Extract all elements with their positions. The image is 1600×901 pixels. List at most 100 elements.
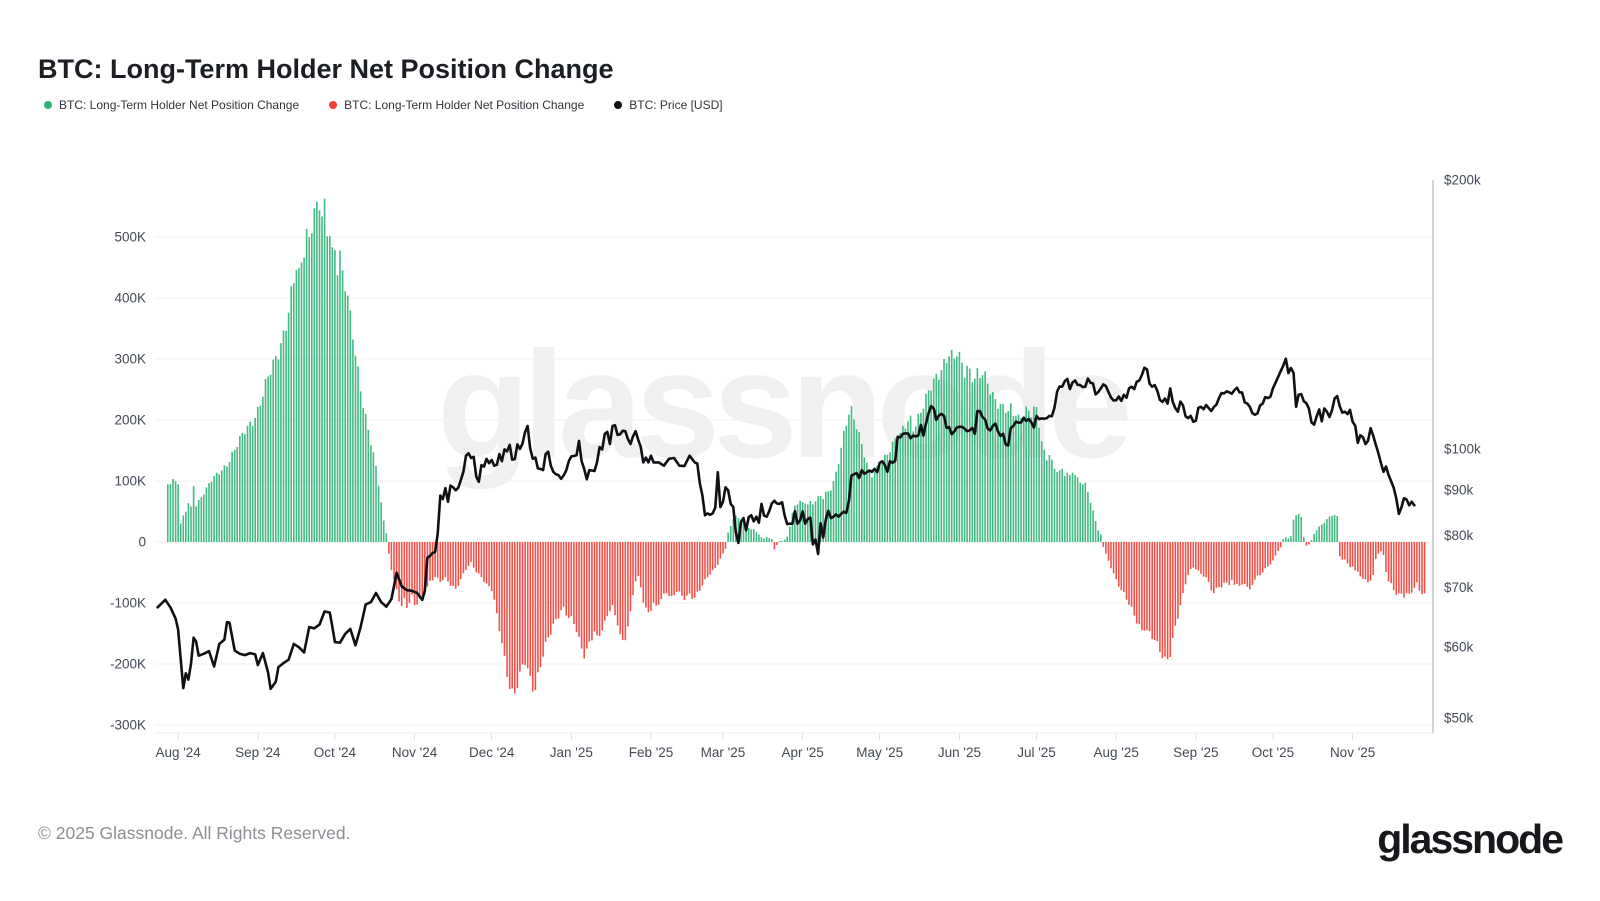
bar-positive [311,233,313,542]
bar-positive [172,479,174,542]
bar-positive [794,505,796,542]
bar-negative [681,542,683,596]
bar-negative [452,542,454,586]
bar-negative [699,542,701,591]
bar-positive [881,462,884,542]
bar-positive [1087,491,1089,542]
bar-negative [560,542,562,611]
bar-positive [889,452,891,542]
x-axis-label: Nov '24 [392,745,438,760]
bar-negative [1362,542,1364,579]
bar-negative [1375,542,1377,560]
bar-negative [462,542,465,574]
bar-negative [709,542,711,575]
bar-positive [1310,540,1313,542]
bar-negative [1369,542,1372,581]
bar-positive [303,257,305,542]
bar-negative [1341,542,1344,560]
bar-positive [925,393,927,542]
bar-negative [470,542,472,562]
bar-positive [935,373,938,542]
bar-negative [596,542,598,636]
bar-negative [1413,542,1416,588]
bar-positive [1035,407,1038,542]
bar-positive [197,500,200,542]
bar-positive [817,496,819,542]
bar-positive [305,228,308,542]
bar-negative [413,542,416,606]
bar-negative [678,542,681,592]
bar-positive [781,540,783,542]
bar-positive [1300,517,1302,542]
bar-positive [370,445,372,542]
x-axis-label: May '25 [856,745,903,760]
bar-negative [1177,542,1179,619]
bar-positive [1076,477,1079,542]
bar-negative [714,542,717,568]
legend-item-price[interactable]: BTC: Price [USD] [614,98,723,112]
bar-negative [562,542,565,607]
right-axis-label: $70k [1444,580,1474,595]
bar-positive [1331,515,1333,542]
bar-positive [994,399,997,542]
bar-positive [264,378,267,542]
bar-negative [1200,542,1202,574]
bar-negative [400,542,403,606]
bar-positive [922,408,925,542]
bar-positive [282,330,285,542]
bar-negative [465,542,467,571]
bar-negative [1272,542,1274,561]
bar-positive [771,539,773,542]
legend-dot-green-icon [44,101,52,109]
bar-positive [914,426,917,542]
bar-positive [1058,470,1061,542]
bar-negative [472,542,475,568]
bar-positive [385,533,388,542]
bar-negative [1171,542,1174,638]
glassnode-watermark: glassnode [437,320,1133,490]
bar-positive [876,465,878,542]
bar-positive [1297,514,1300,542]
bar-positive [228,461,231,542]
bar-negative [717,542,719,565]
bar-positive [174,481,177,542]
bar-negative [483,542,485,583]
bar-negative [1225,542,1228,583]
bar-negative [683,542,686,601]
bar-positive [855,429,858,542]
bar-positive [1074,474,1076,542]
bar-positive [953,358,956,542]
bar-positive [848,414,850,542]
bar-negative [580,542,583,649]
bar-negative [1146,542,1148,631]
left-axis-label: 200K [114,413,146,428]
legend-item-lth-positive[interactable]: BTC: Long-Term Holder Net Position Chang… [44,98,299,112]
bar-negative [537,542,539,673]
bar-negative [719,542,722,559]
bar-positive [945,363,948,542]
bar-positive [753,529,755,542]
bar-positive [938,379,940,542]
bar-positive [218,474,220,542]
bar-negative [1120,542,1123,591]
bar-positive [812,504,814,542]
bar-positive [961,362,963,542]
bar-positive [208,483,210,542]
bar-negative [398,542,400,602]
bar-positive [1097,530,1099,542]
bar-negative [478,542,480,574]
bar-positive [745,525,747,542]
bar-positive [331,247,334,543]
bar-negative [457,542,460,586]
bar-negative [1141,542,1143,631]
bar-negative [508,542,511,690]
legend-item-lth-negative[interactable]: BTC: Long-Term Holder Net Position Chang… [329,98,584,112]
bar-positive [246,425,249,542]
bar-positive [308,237,310,542]
bar-negative [1220,542,1223,588]
bar-negative [588,542,591,642]
bar-positive [884,454,886,542]
bar-positive [791,512,794,542]
glassnode-logo[interactable]: glassnode [1377,816,1564,862]
